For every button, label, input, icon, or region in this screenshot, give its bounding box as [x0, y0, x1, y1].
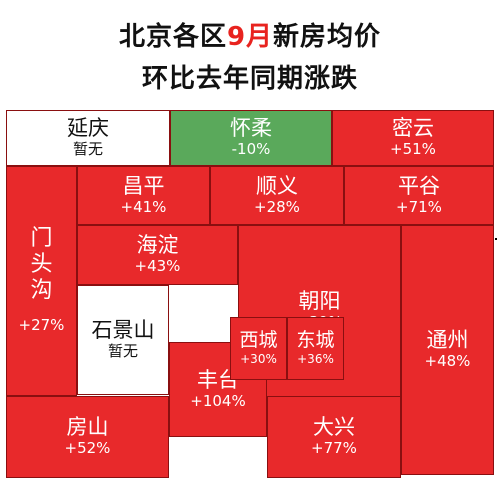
cell-label-value: 暂无 — [72, 140, 103, 159]
treemap-cell-tongzhou: 通州 +48% — [401, 225, 494, 475]
treemap-cell-dongcheng: 东城 +36% — [287, 317, 344, 380]
cell-label-value: +48% — [424, 352, 471, 371]
treemap-cell-miyun: 密云 +51% — [332, 110, 494, 166]
chart-title-line1: 北京各区9月新房均价 — [0, 16, 500, 53]
treemap-cell-xicheng: 西城 +30% — [230, 317, 287, 380]
cell-label-value: 暂无 — [107, 342, 138, 361]
treemap-cell-pinggu: 平谷 +71% — [344, 166, 494, 225]
chart-title-line2: 环比去年同期涨跌 — [141, 64, 358, 94]
cell-label-name: 平谷 — [398, 173, 440, 198]
cell-label-value: +52% — [64, 439, 111, 458]
treemap-cell-huairou: 怀柔 -10% — [170, 110, 332, 166]
cell-label-name: 东城 — [296, 328, 335, 351]
cell-label-value: +71% — [396, 197, 442, 216]
cell-label-name: 朝阳 — [298, 289, 341, 314]
treemap-cell-fangshan: 房山 +52% — [6, 396, 169, 478]
cell-label-value: +51% — [390, 140, 436, 159]
cell-label-name: 门头沟 — [30, 226, 53, 304]
treemap-cell-shunyi: 顺义 +28% — [210, 166, 344, 225]
treemap-cell-mentougou: 门头沟 +27% — [6, 166, 77, 396]
cell-label-name: 石景山 — [91, 318, 155, 343]
title-text-2: 新房均价 — [273, 22, 382, 52]
cell-label-name: 昌平 — [122, 173, 165, 198]
treemap-cell-shijingshan: 石景山 暂无 — [77, 285, 169, 395]
cell-label-name: 海淀 — [136, 233, 179, 258]
stray-dot — [495, 238, 497, 240]
cell-label-value: +43% — [134, 257, 181, 276]
cell-label-name: 房山 — [66, 415, 109, 440]
cell-label-value: +28% — [254, 197, 300, 216]
treemap-cell-yanqing: 延庆 暂无 — [6, 110, 170, 166]
cell-label-value: +27% — [18, 316, 65, 335]
treemap-cell-haidian: 海淀 +43% — [77, 225, 238, 285]
cell-label-value: -10% — [231, 140, 271, 159]
title-highlight: 9月 — [226, 22, 274, 52]
cell-label-value: +77% — [311, 439, 357, 458]
cell-label-name: 密云 — [392, 116, 434, 141]
cell-label-name: 延庆 — [67, 116, 109, 141]
title-text-1: 北京各区 — [118, 22, 227, 52]
cell-label-name: 怀柔 — [230, 116, 272, 141]
cell-label-name: 西城 — [239, 328, 278, 351]
cell-label-name: 顺义 — [256, 173, 298, 198]
treemap-cell-changping: 昌平 +41% — [77, 166, 210, 225]
cell-label-name: 通州 — [426, 328, 469, 353]
treemap-cell-daxing: 大兴 +77% — [267, 396, 401, 478]
cell-label-value: +36% — [297, 351, 334, 366]
cell-label-name: 大兴 — [313, 415, 355, 440]
treemap-chart: 延庆 暂无 怀柔 -10% 密云 +51% 昌平 +41% 顺义 +28% 平谷 +71% 门头沟 +27… — [6, 110, 494, 478]
cell-label-value: +104% — [190, 391, 246, 410]
cell-label-value: +30% — [240, 351, 277, 366]
cell-label-value: +41% — [120, 197, 167, 216]
